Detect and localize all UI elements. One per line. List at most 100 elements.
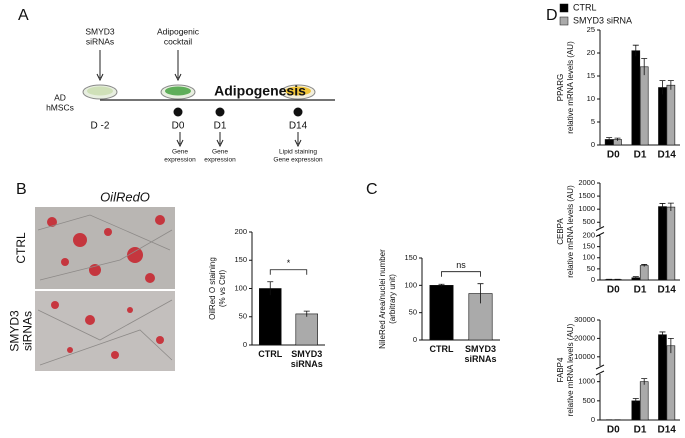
error-bar xyxy=(641,264,648,267)
micrograph-title: OilRedO xyxy=(100,189,150,204)
error-bar xyxy=(614,137,621,141)
cocktail-label: cocktail xyxy=(164,36,192,46)
y-tick-label: 10 xyxy=(587,94,595,103)
y-tick-label: 200 xyxy=(234,227,247,236)
y-tick-label: 5 xyxy=(591,117,595,126)
dish-cells xyxy=(165,86,191,96)
y-tick-label: 10000 xyxy=(574,352,595,361)
y-axis-label: FABP4 xyxy=(556,357,565,382)
bar xyxy=(666,206,676,281)
error-bar xyxy=(641,378,648,385)
bar xyxy=(639,265,649,281)
panel-letter: C xyxy=(366,181,378,198)
cocktail-label: Adipogenic xyxy=(157,26,200,36)
phase-label: Adipogenesis xyxy=(214,83,306,99)
bar xyxy=(658,87,667,146)
x-tick-label: D0 xyxy=(607,150,620,161)
bar xyxy=(666,345,676,421)
x-tick-label: CTRL xyxy=(258,349,283,359)
treatment-label: SMYD3 xyxy=(85,26,115,36)
y-tick-label: 150 xyxy=(234,255,247,264)
timepoint xyxy=(173,107,183,117)
x-tick-label: D0 xyxy=(607,425,620,436)
start-label: hMSCs xyxy=(46,102,74,112)
y-tick-label: 0 xyxy=(591,415,595,424)
error-bar xyxy=(667,338,674,354)
readout-label: Gene xyxy=(172,149,188,156)
y-tick-label: 15 xyxy=(587,71,595,80)
error-bar xyxy=(438,283,445,287)
legend-swatch xyxy=(559,16,569,26)
bar xyxy=(631,50,641,146)
y-tick-label: 0 xyxy=(243,340,247,349)
error-bar xyxy=(641,58,648,76)
x-tick-label: D1 xyxy=(634,285,647,296)
y-axis-label: relative mRNA levels (AU) xyxy=(566,185,575,278)
error-bar xyxy=(667,202,674,212)
y-tick-label: 20000 xyxy=(574,333,595,342)
error-bar xyxy=(659,331,666,338)
y-axis-label: PPARG xyxy=(556,74,565,101)
significance-bracket xyxy=(269,269,308,275)
y-axis-label: OilRed O staining xyxy=(208,257,217,320)
x-tick-label: D1 xyxy=(634,425,647,436)
readout-label: expression xyxy=(164,157,196,164)
y-axis-label: relative mRNA levels (AU) xyxy=(566,41,575,134)
dish-cells xyxy=(87,86,113,96)
y-tick-label: 0 xyxy=(591,275,595,284)
significance-bracket xyxy=(441,271,481,277)
y-tick-label: 1500 xyxy=(578,191,595,200)
readout-label: Lipid staining xyxy=(279,149,317,156)
axis-break xyxy=(595,370,605,376)
error-bar xyxy=(632,398,639,404)
x-tick-label: D0 xyxy=(607,285,620,296)
x-tick-label: D14 xyxy=(657,285,676,296)
error-bar xyxy=(632,276,639,279)
cell-texture xyxy=(37,214,173,366)
y-tick-label: 0 xyxy=(413,335,417,344)
x-tick-label: D14 xyxy=(657,425,676,436)
y-tick-label: 200 xyxy=(582,230,595,239)
timepoint xyxy=(293,107,303,117)
readout-label: Gene xyxy=(212,149,228,156)
day-label: D1 xyxy=(214,121,227,132)
row-label: SMYD3 xyxy=(8,310,22,352)
error-bar xyxy=(267,281,274,296)
error-bar xyxy=(659,80,666,95)
panel-letter: A xyxy=(18,7,29,24)
readout-label: expression xyxy=(204,157,236,164)
y-tick-label: 50 xyxy=(239,312,247,321)
significance-label: ns xyxy=(456,260,466,270)
bar xyxy=(639,66,649,146)
y-tick-label: 100 xyxy=(404,280,417,289)
y-tick-label: 25 xyxy=(587,25,595,34)
y-tick-label: 1000 xyxy=(578,204,595,213)
x-tick-label: SMYD3 siRNAs xyxy=(290,349,323,369)
legend-label: CTRL xyxy=(573,2,597,12)
y-tick-label: 20 xyxy=(587,48,595,57)
bar xyxy=(658,334,667,421)
readout-label: Gene expression xyxy=(273,157,323,164)
significance-label: * xyxy=(287,258,291,268)
error-bar xyxy=(632,44,639,57)
x-tick-label: D14 xyxy=(657,150,676,161)
y-tick-label: 500 xyxy=(582,396,595,405)
x-tick-label: D1 xyxy=(634,150,647,161)
error-bar xyxy=(303,310,310,317)
x-tick-label: CTRL xyxy=(429,344,454,354)
error-bar xyxy=(477,283,484,304)
bar xyxy=(639,381,649,421)
bar xyxy=(258,288,282,346)
treatment-label: siRNAs xyxy=(86,36,114,46)
panel-letter: D xyxy=(546,7,558,24)
error-bar xyxy=(659,203,666,210)
y-axis-label: NileRed Area/nuclei number xyxy=(378,249,387,349)
legend-swatch xyxy=(559,3,569,13)
y-tick-label: 0 xyxy=(591,140,595,149)
x-tick-label: SMYD3 siRNAs xyxy=(464,344,497,364)
bar xyxy=(658,206,667,281)
y-tick-label: 1000 xyxy=(578,377,595,386)
y-tick-label: 2000 xyxy=(578,178,595,187)
y-tick-label: 30000 xyxy=(574,315,595,324)
